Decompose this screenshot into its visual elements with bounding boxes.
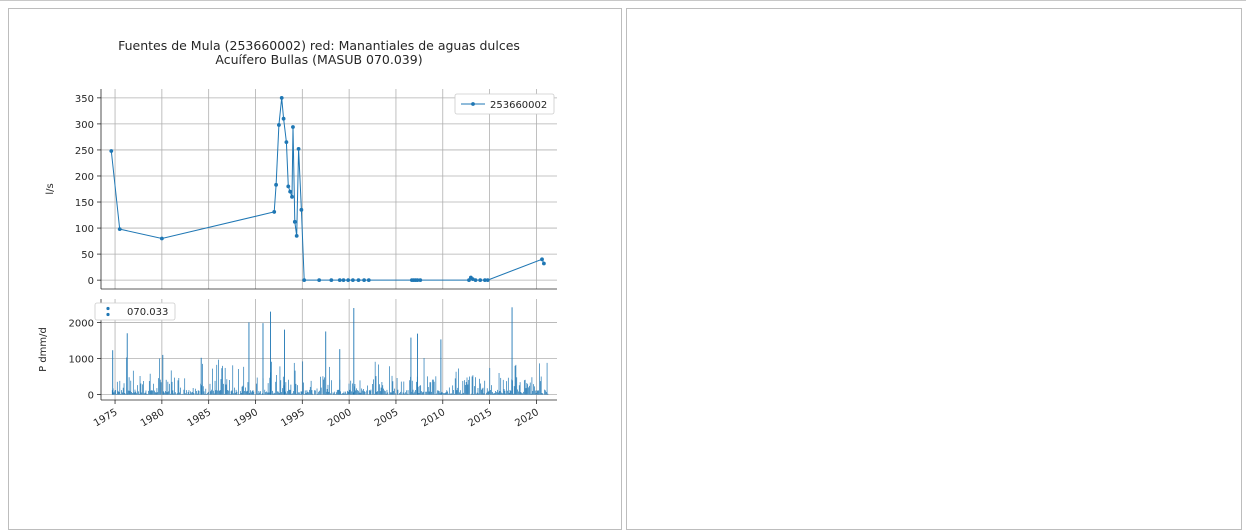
chart-subtitle: Acuífero Bullas (MASUB 070.039) [215,52,422,67]
x-tick-label: 2000 [326,407,354,429]
precipitation-plot: 0 1000 2000 1975 1980 1985 1990 1995 2000 2005 201… [38,299,557,429]
legend-marker-icon [471,102,475,106]
data-point [541,261,546,266]
top-y-tick-label: 100 [75,224,94,235]
data-point [277,123,281,127]
x-tick-label: 2010 [420,407,448,429]
data-point [291,125,295,129]
x-tick-label: 2020 [513,407,541,429]
x-tick-label: 1985 [186,407,214,429]
bottom-y-tick-label: 0 [88,391,94,402]
data-point [341,278,346,283]
data-point [350,278,355,283]
top-y-tick-label: 350 [75,94,94,105]
data-point [356,278,361,283]
legend-label-070033: 070.033 [127,307,168,318]
x-tick-label: 1980 [139,407,167,429]
right-panel [626,8,1242,530]
chart-title: Fuentes de Mula (253660002) red: Mananti… [118,38,520,53]
data-point [478,278,483,283]
data-point [362,278,367,283]
data-point [272,210,277,214]
x-tick-label: 1990 [232,407,260,429]
chart-canvas: Fuentes de Mula (253660002) red: Mananti… [38,38,557,429]
x-tick-label: 1995 [279,407,307,429]
data-point [415,278,420,283]
data-point [286,184,291,189]
x-tick-label: 1975 [92,407,120,429]
data-point [290,194,294,199]
bottom-legend-box [94,302,176,321]
top-y-tick-label: 200 [75,172,94,183]
data-point [418,278,423,283]
data-point [483,278,487,283]
data-point [288,189,293,194]
data-point [366,278,371,283]
data-point [294,233,299,238]
top-border [0,0,1246,4]
bottom-y-tick-label: 1000 [69,355,94,366]
data-point [117,227,122,232]
top-y-axis-label: l/s [45,183,56,194]
data-point [485,278,490,283]
legend-marker-icon [106,312,110,317]
data-point [540,257,544,262]
top-y-tick-label: 250 [75,146,94,157]
top-y-tick-label: 300 [75,120,94,131]
bottom-y-tick-label: 2000 [69,318,94,329]
series-line-253660002 [110,97,545,281]
data-point [292,219,297,224]
left-panel: Fuentes de Mula (253660002) red: Mananti… [8,8,622,530]
data-point [337,278,342,283]
data-point [109,149,114,153]
top-y-tick-label: 50 [81,250,94,261]
x-tick-label: 2015 [467,407,495,429]
flow-plot: 0 50 100 150 200 250 300 350 l/s 253660002 [45,89,557,290]
top-y-tick-label: 0 [88,276,94,287]
data-point [159,236,164,241]
bottom-y-axis-label: P dmm/d [38,327,49,372]
data-point [473,278,478,283]
legend-label-253660002: 253660002 [490,100,547,111]
legend-marker-icon [106,306,110,311]
data-point [296,146,301,151]
top-y-tick-label: 150 [75,198,94,209]
data-point [302,278,307,283]
data-point [281,116,286,121]
top-legend-box [454,93,555,115]
data-point [274,182,278,187]
data-point [284,140,289,145]
data-point [329,278,334,283]
data-point [279,95,284,100]
data-point [317,278,322,283]
x-tick-label: 2005 [373,407,401,429]
data-point [346,278,351,283]
data-point [299,207,304,212]
